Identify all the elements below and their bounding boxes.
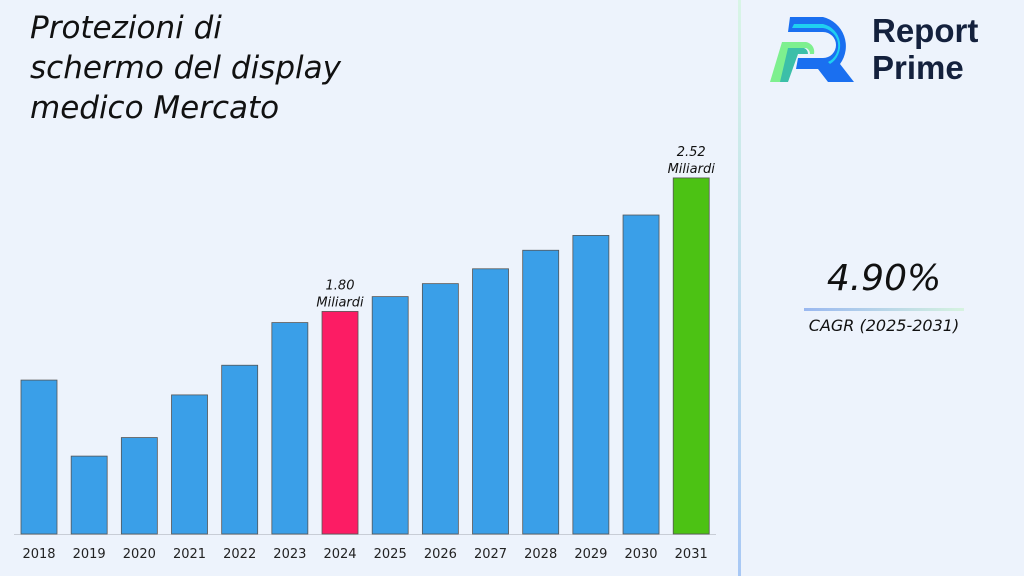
bar-2027 bbox=[472, 268, 509, 535]
x-tick-label: 2025 bbox=[374, 547, 407, 562]
cagr-label: CAGR (2025-2031) bbox=[808, 316, 960, 335]
bar-2020 bbox=[120, 437, 158, 535]
x-tick-label: 2029 bbox=[574, 547, 607, 562]
x-tick-label: 2019 bbox=[73, 547, 106, 562]
cagr-underline bbox=[804, 308, 964, 311]
x-tick-label: 2023 bbox=[273, 547, 306, 562]
bar-2019 bbox=[70, 455, 108, 535]
x-tick-label: 2021 bbox=[173, 547, 206, 562]
x-tick-label: 2024 bbox=[323, 547, 356, 562]
bar-2024 bbox=[321, 311, 359, 535]
chart-title: Protezioni di schermo del display medico… bbox=[30, 10, 341, 126]
brand-line2: Prime bbox=[872, 49, 964, 86]
data-label-unit: Miliardi bbox=[316, 295, 364, 310]
brand-line1: Report bbox=[872, 12, 979, 49]
bar-2025 bbox=[371, 296, 409, 535]
bar-2022 bbox=[221, 364, 259, 535]
data-label-value: 2.52 bbox=[677, 145, 706, 160]
bar-2026 bbox=[421, 283, 459, 535]
x-tick-label: 2031 bbox=[675, 547, 708, 562]
data-label-unit: Miliardi bbox=[668, 162, 716, 177]
bar-chart: 2018 2019 2020 2021 2022 2023 2024 1.80 Miliardi… bbox=[14, 145, 716, 562]
bar-2028 bbox=[522, 249, 560, 535]
bar-2021 bbox=[171, 394, 208, 535]
bar-2029 bbox=[572, 235, 610, 535]
x-tick-label: 2026 bbox=[424, 547, 457, 562]
x-tick-label: 2027 bbox=[474, 547, 507, 562]
bar-2030 bbox=[622, 214, 660, 535]
x-tick-label: 2020 bbox=[123, 547, 156, 562]
x-tick-label: 2030 bbox=[624, 547, 657, 562]
x-tick-label: 2018 bbox=[22, 547, 55, 562]
data-label-value: 1.80 bbox=[326, 278, 355, 293]
report-prime-logo-icon bbox=[770, 17, 854, 82]
divider bbox=[738, 0, 741, 576]
bar-2023 bbox=[271, 322, 309, 535]
brand-name: Report Prime bbox=[872, 12, 978, 86]
bar-2031 bbox=[672, 177, 710, 535]
x-tick-label: 2022 bbox=[223, 547, 256, 562]
cagr-value: 4.90% bbox=[826, 258, 942, 299]
bar-2018 bbox=[20, 379, 58, 535]
x-tick-label: 2028 bbox=[524, 547, 557, 562]
